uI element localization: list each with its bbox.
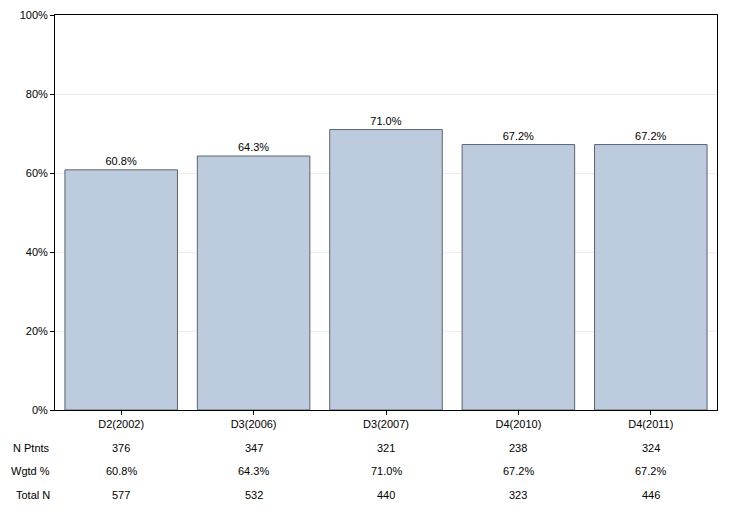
svg-text:D3(2007): D3(2007) <box>363 418 409 430</box>
svg-text:D3(2006): D3(2006) <box>231 418 277 430</box>
svg-text:577: 577 <box>112 489 130 501</box>
svg-text:40%: 40% <box>26 246 48 258</box>
svg-text:80%: 80% <box>26 88 48 100</box>
svg-text:324: 324 <box>642 442 660 454</box>
svg-text:71.0%: 71.0% <box>371 465 402 477</box>
svg-text:321: 321 <box>377 442 395 454</box>
svg-text:440: 440 <box>377 489 395 501</box>
svg-text:376: 376 <box>112 442 130 454</box>
svg-text:D4(2010): D4(2010) <box>495 418 541 430</box>
svg-text:Wgtd %: Wgtd % <box>11 465 50 477</box>
svg-text:347: 347 <box>245 442 263 454</box>
svg-text:67.2%: 67.2% <box>503 130 534 142</box>
svg-text:446: 446 <box>642 489 660 501</box>
svg-text:D2(2002): D2(2002) <box>98 418 144 430</box>
svg-text:D4(2011): D4(2011) <box>628 418 673 430</box>
svg-text:60%: 60% <box>26 167 48 179</box>
svg-text:100%: 100% <box>20 9 48 21</box>
svg-text:60.8%: 60.8% <box>106 465 137 477</box>
svg-text:532: 532 <box>245 489 263 501</box>
svg-text:67.2%: 67.2% <box>635 465 666 477</box>
svg-text:N Ptnts: N Ptnts <box>13 442 50 454</box>
svg-text:20%: 20% <box>26 325 48 337</box>
svg-text:0%: 0% <box>32 404 48 416</box>
svg-text:71.0%: 71.0% <box>370 115 401 127</box>
svg-text:323: 323 <box>509 489 527 501</box>
svg-text:60.8%: 60.8% <box>105 155 136 167</box>
svg-text:67.2%: 67.2% <box>635 130 666 142</box>
svg-text:64.3%: 64.3% <box>238 141 269 153</box>
svg-text:238: 238 <box>509 442 527 454</box>
svg-text:64.3%: 64.3% <box>238 465 269 477</box>
svg-text:Total N: Total N <box>16 489 50 501</box>
svg-text:67.2%: 67.2% <box>503 465 534 477</box>
